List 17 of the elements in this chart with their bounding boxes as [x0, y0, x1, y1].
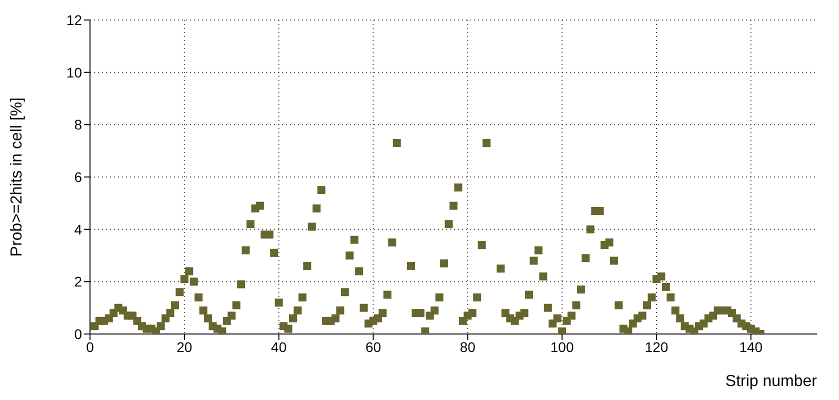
x-tick-label: 60	[365, 338, 382, 355]
y-tick-label: 2	[74, 274, 82, 290]
y-tick-label: 12	[66, 12, 82, 28]
x-tick-label: 100	[550, 338, 574, 355]
y-tick-label: 4	[74, 221, 82, 238]
y-tick-label: 6	[74, 168, 82, 185]
y-tick-label: 10	[66, 64, 82, 80]
x-tick-label: 140	[739, 338, 763, 355]
x-tick-label: 0	[86, 338, 94, 355]
y-tick-label: 8	[74, 116, 82, 133]
y-axis-title: Prob>=2hits in cell [%]	[8, 97, 26, 257]
y-tick-label: 0	[74, 326, 82, 342]
x-tick-label: 40	[271, 338, 287, 355]
x-axis-title: Strip number	[725, 373, 818, 390]
x-tick-label: 80	[460, 338, 476, 355]
x-tick-label: 120	[644, 338, 668, 355]
x-tick-label: 20	[176, 338, 192, 355]
